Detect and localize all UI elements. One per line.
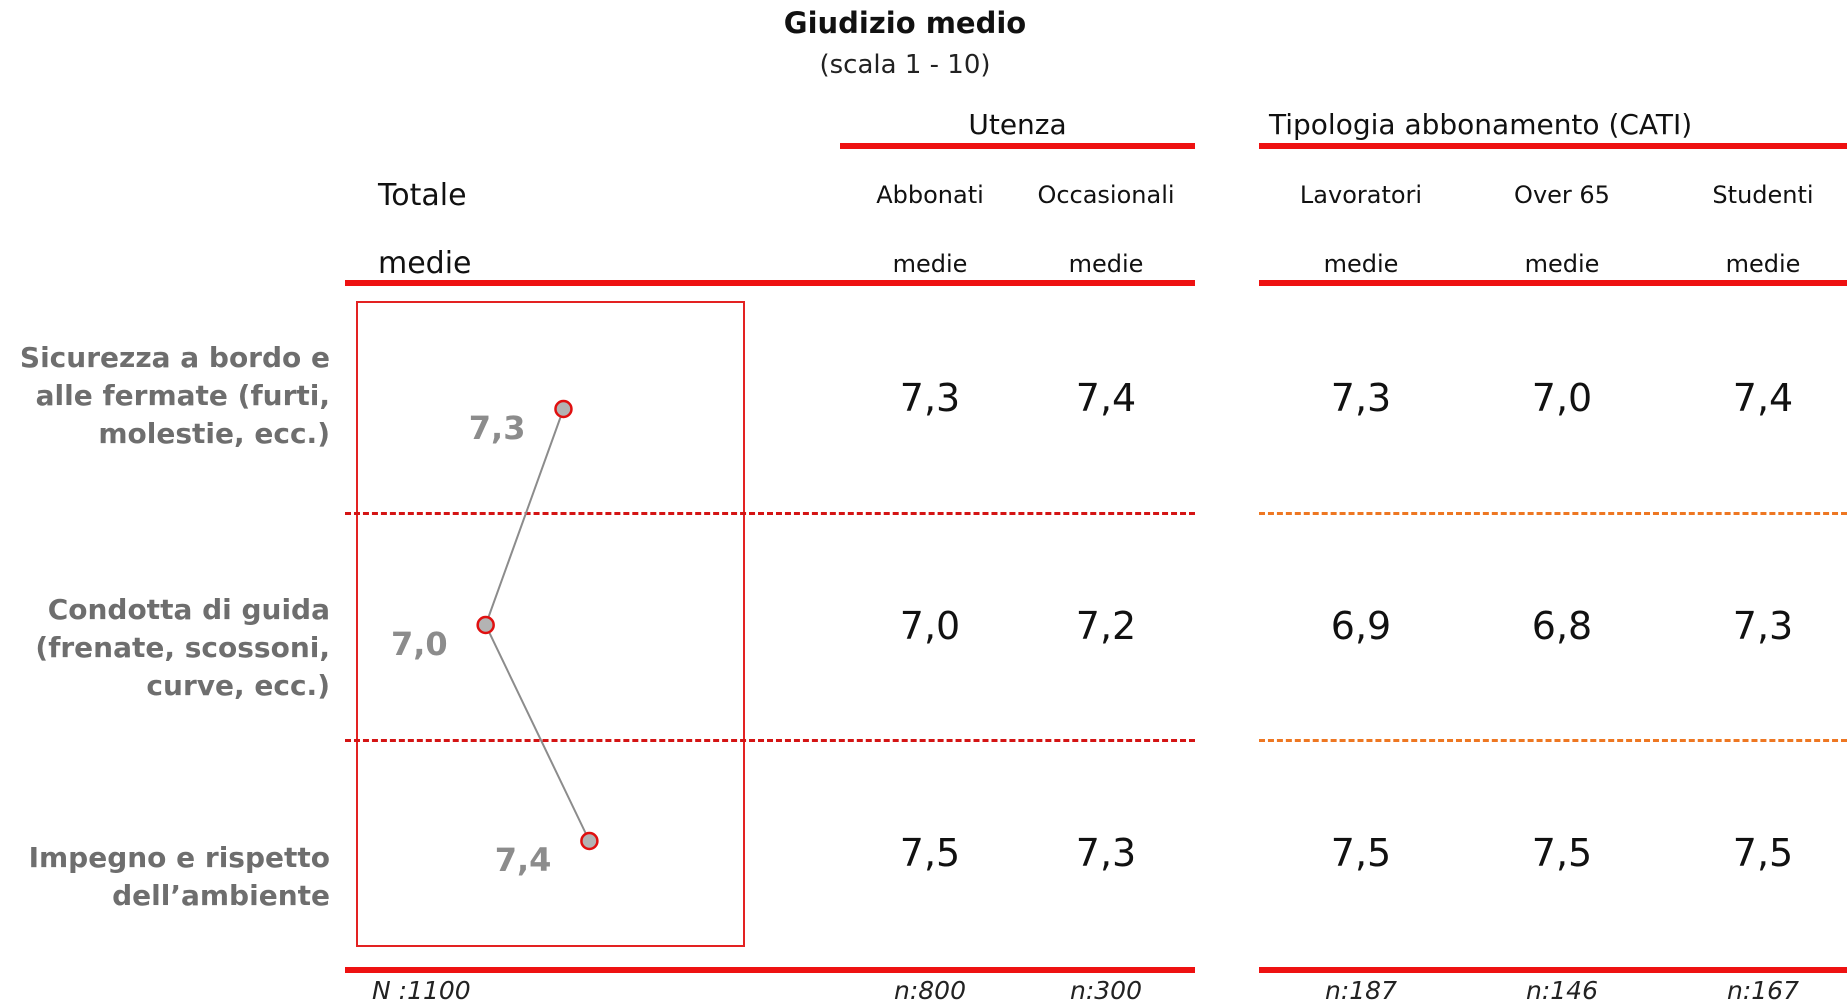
group-underline-tipologia [1259, 143, 1847, 149]
row-label-line: Impegno e rispetto [28, 841, 330, 874]
header-underline-left [345, 280, 1195, 286]
total-point [554, 399, 573, 419]
footer-rule-left [345, 967, 1195, 973]
col-sublabel-abbonati: medie [892, 250, 968, 278]
col-header-over65: Over 65 [1514, 181, 1610, 209]
total-value-label: 7,3 [469, 409, 526, 447]
total-value-label: 7,0 [391, 625, 448, 663]
chart-title: Giudizio medio [783, 6, 1027, 40]
value-cell: 6,9 [1330, 604, 1392, 648]
group-underline-utenza [840, 143, 1195, 149]
col-sublabel-over65: medie [1524, 250, 1600, 278]
row-label-line: dell’ambiente [112, 879, 330, 912]
col-sublabel-lavoratori: medie [1323, 250, 1399, 278]
chart-subtitle: (scala 1 - 10) [819, 50, 991, 80]
footer-n-total: N :1100 [372, 976, 471, 1005]
row-label-line: curve, ecc.) [146, 669, 330, 702]
col-sublabel-occasionali: medie [1068, 250, 1144, 278]
value-cell: 7,4 [1732, 376, 1794, 420]
value-cell: 7,4 [1075, 376, 1137, 420]
value-cell: 6,8 [1531, 604, 1593, 648]
value-cell: 7,5 [1531, 831, 1593, 875]
footer-n-occasionali: n:300 [1070, 976, 1142, 1005]
value-cell: 7,3 [1732, 604, 1794, 648]
row-separator [345, 512, 1195, 515]
col-header-lavoratori: Lavoratori [1299, 181, 1423, 209]
value-cell: 7,0 [899, 604, 961, 648]
total-value-label: 7,4 [495, 841, 552, 879]
value-cell: 7,0 [1531, 376, 1593, 420]
value-cell: 7,3 [899, 376, 961, 420]
total-point [580, 831, 599, 851]
total-box [356, 301, 745, 947]
row-label-line: alle fermate (furti, [35, 379, 330, 412]
total-series-line [484, 408, 591, 842]
row-label-impegno: Impegno e rispetto dell’ambiente [0, 839, 330, 915]
col-header-abbonati: Abbonati [876, 181, 984, 209]
row-separator [345, 739, 1195, 742]
header-underline-right [1259, 280, 1847, 286]
col-header-studenti: Studenti [1712, 181, 1814, 209]
footer-n-abbonati: n:800 [894, 976, 966, 1005]
row-separator [1259, 512, 1847, 515]
footer-n-studenti: n:167 [1727, 976, 1799, 1005]
total-header: Totale [378, 178, 467, 213]
col-sublabel-studenti: medie [1725, 250, 1801, 278]
value-cell: 7,5 [899, 831, 961, 875]
col-header-occasionali: Occasionali [1037, 181, 1175, 209]
group-header-utenza: Utenza [968, 108, 1067, 141]
total-subheader: medie [378, 246, 472, 281]
value-cell: 7,2 [1075, 604, 1137, 648]
value-cell: 7,3 [1075, 831, 1137, 875]
value-cell: 7,5 [1330, 831, 1392, 875]
footer-n-lavoratori: n:187 [1325, 976, 1397, 1005]
row-label-condotta: Condotta di guida (frenate, scossoni, cu… [0, 591, 330, 705]
row-label-line: molestie, ecc.) [98, 417, 330, 450]
row-separator [1259, 739, 1847, 742]
value-cell: 7,5 [1732, 831, 1794, 875]
value-cell: 7,3 [1330, 376, 1392, 420]
row-label-line: Condotta di guida [47, 593, 330, 626]
total-point [476, 615, 495, 635]
row-label-sicurezza: Sicurezza a bordo e alle fermate (furti,… [0, 339, 330, 453]
row-label-line: (frenate, scossoni, [35, 631, 330, 664]
footer-rule-right [1259, 967, 1847, 973]
footer-n-over65: n:146 [1526, 976, 1598, 1005]
group-header-tipologia: Tipologia abbonamento (CATI) [1269, 108, 1693, 141]
row-label-line: Sicurezza a bordo e [19, 341, 330, 374]
